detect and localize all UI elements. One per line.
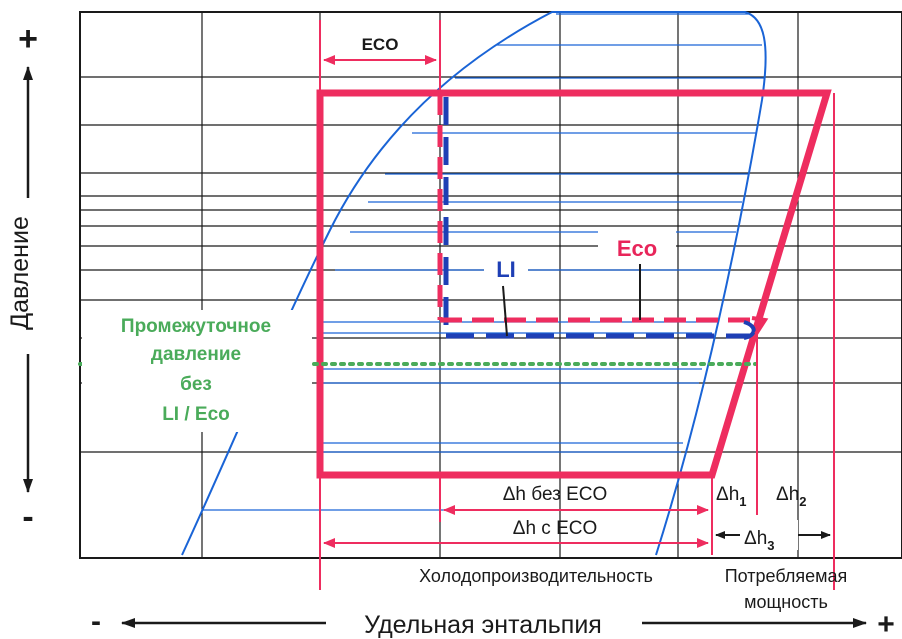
eco-mixing-notch	[751, 316, 769, 336]
li-leader	[502, 285, 508, 337]
power-consumption-label-2: мощность	[744, 592, 828, 612]
x-axis-label: Удельная энтальпия	[364, 611, 602, 639]
li-end-curl	[743, 320, 756, 340]
eco-mid-label: Eco	[617, 236, 657, 261]
svg-text:без: без	[180, 374, 212, 395]
dh-with-eco-label: Δh с ECO	[513, 518, 598, 539]
dh2-label: Δh2	[776, 484, 807, 509]
intermediate-pressure-label: Промежуточное давление без LI / Eco	[121, 316, 271, 425]
y-axis-label: Давление	[6, 216, 34, 330]
cooling-capacity-label: Холодопроизводительность	[419, 566, 653, 586]
cycle-without-eco	[316, 89, 832, 479]
svg-text:Промежуточное: Промежуточное	[121, 316, 271, 337]
eco-label-bg	[598, 230, 676, 264]
power-consumption-label-1: Потребляемая	[725, 566, 848, 586]
li-label: LI	[496, 257, 516, 282]
dh-without-eco-label: Δh без ECO	[503, 484, 608, 505]
svg-text:давление: давление	[151, 344, 241, 365]
y-axis-minus: -	[22, 498, 33, 536]
li-label-bg	[484, 251, 528, 285]
extension-lines	[319, 20, 835, 590]
dh1-label: Δh1	[716, 484, 747, 509]
intermediate-label-bg	[82, 310, 312, 432]
chart-frame	[79, 11, 902, 559]
x-axis-minus: -	[91, 605, 101, 638]
x-axis-plus: +	[877, 608, 895, 639]
eco-top-label: ECO	[362, 35, 399, 54]
isobar-hatching	[202, 13, 765, 511]
y-axis-plus: +	[18, 20, 38, 58]
dh3-label-bg	[740, 520, 798, 550]
dh3-label: Δh3	[744, 528, 775, 553]
svg-text:LI / Eco: LI / Eco	[162, 404, 230, 425]
